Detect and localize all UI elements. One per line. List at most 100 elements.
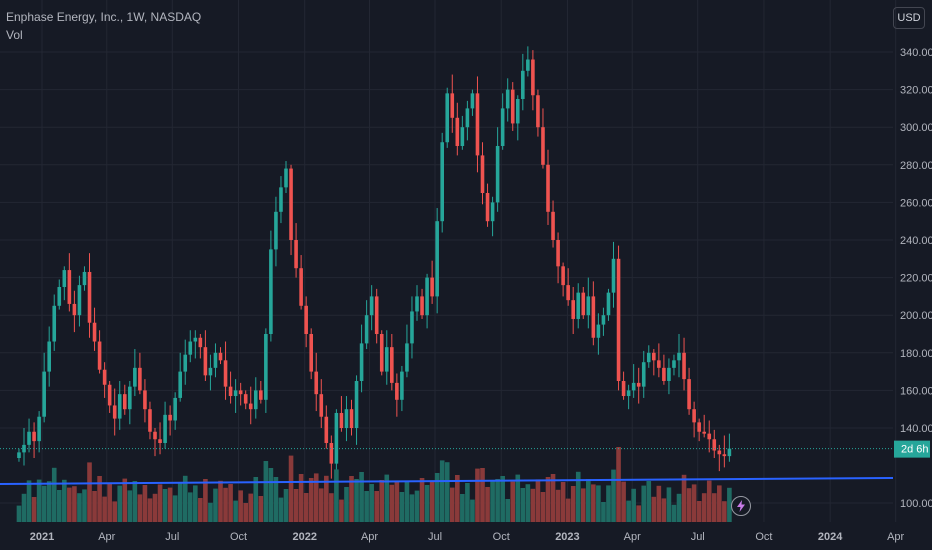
volume-bar [324,475,329,522]
volume-bar [16,505,22,522]
x-tick-label: Apr [98,531,115,543]
symbol-title[interactable]: Enphase Energy, Inc., 1W, NASDAQ [6,10,202,24]
volume-bar [283,489,289,522]
volume-bar [706,480,712,522]
volume-bar [263,461,269,522]
volume-bar [218,480,223,522]
candle-body [253,390,258,410]
candle-body [369,296,374,316]
candle-body [364,315,369,344]
candle-body [198,337,203,348]
volume-bar [308,478,314,522]
volume-bar [359,472,364,522]
candle-body [62,270,67,287]
candle-body [284,168,288,188]
candle-body [430,277,434,297]
x-tick-label: 2021 [30,531,54,543]
volume-bar [349,476,354,522]
candle-body [117,394,122,419]
candle-body [455,117,460,146]
candle-body [526,59,530,71]
candle-body [32,431,36,442]
candle-body [173,397,177,421]
volume-bar [21,493,27,522]
candle-body [324,416,329,443]
x-tick-label: Oct [493,531,510,543]
volume-bar [198,498,203,522]
volume-bar [711,493,717,522]
candle-body [107,384,112,406]
candle-body [480,155,485,193]
volume-bar [575,471,581,522]
volume-bar [419,478,425,522]
candle-body [435,221,439,297]
volume-bar [601,502,606,522]
lightning-icon[interactable] [731,496,751,516]
candle-body [279,187,283,212]
volume-bar [117,485,123,522]
candle-body [52,305,57,342]
y-tick-label: 320.00 [900,85,932,97]
candle-body [163,414,167,443]
volume-bar [132,481,138,522]
volume-bar [122,478,128,522]
volume-indicator-label[interactable]: Vol [6,28,23,42]
volume-bar [681,474,687,522]
candle-body [551,211,555,240]
candle-body [712,439,717,451]
x-tick-label: Jul [691,531,705,543]
candle-body [153,431,157,440]
candle-body [289,168,293,240]
volume-bar [666,487,672,522]
x-axis: 2021 Apr Jul Oct 2022 Apr Jul Oct 2023 Apr Jul Oct 2… [30,531,905,543]
currency-button[interactable]: USD [893,7,925,29]
volume-bar [586,479,591,522]
volume-bar [344,487,349,522]
candle-body [390,347,394,383]
candle-body [158,439,162,443]
volume-bar [696,501,702,522]
volume-bar [238,490,243,522]
x-tick-label: Oct [755,531,772,543]
candle-body [203,347,208,376]
volume-bar [717,485,722,522]
candle-body [248,403,253,410]
volume-bar [41,485,47,522]
volume-bar [107,483,112,522]
volume-bar [580,488,586,522]
candle-body [133,367,137,387]
candle-body [662,367,666,381]
candle-body [682,352,686,380]
volume-bar [455,475,460,522]
volume-bar [354,479,359,522]
volume-bar [208,502,213,522]
volume-bar [77,493,82,522]
volume-bar [313,473,319,522]
candle-body [294,240,298,269]
volume-bar [485,487,490,522]
volume-bar [550,474,556,522]
candle-body [687,379,691,410]
grid [0,0,897,522]
volume-bar [137,494,143,522]
candle-body [92,322,97,342]
volume-bar [429,482,435,522]
candle-body [178,371,182,398]
volume-bar [434,473,440,522]
volume-bar [490,480,495,522]
candle-body [425,277,429,316]
y-tick-label: 300.00 [900,122,932,134]
candle-body [319,394,324,417]
candle-body [82,271,87,286]
candle-body [309,334,313,372]
volume-bar [298,474,304,522]
candle-body [274,211,278,250]
candle-body [112,405,117,419]
volume-bar [374,491,379,522]
volume-bar [555,489,561,522]
chart-legend: Enphase Energy, Inc., 1W, NASDAQ Vol [6,8,201,44]
candle-body [475,93,480,156]
volume-bar [540,492,546,522]
candle-body [87,271,92,323]
